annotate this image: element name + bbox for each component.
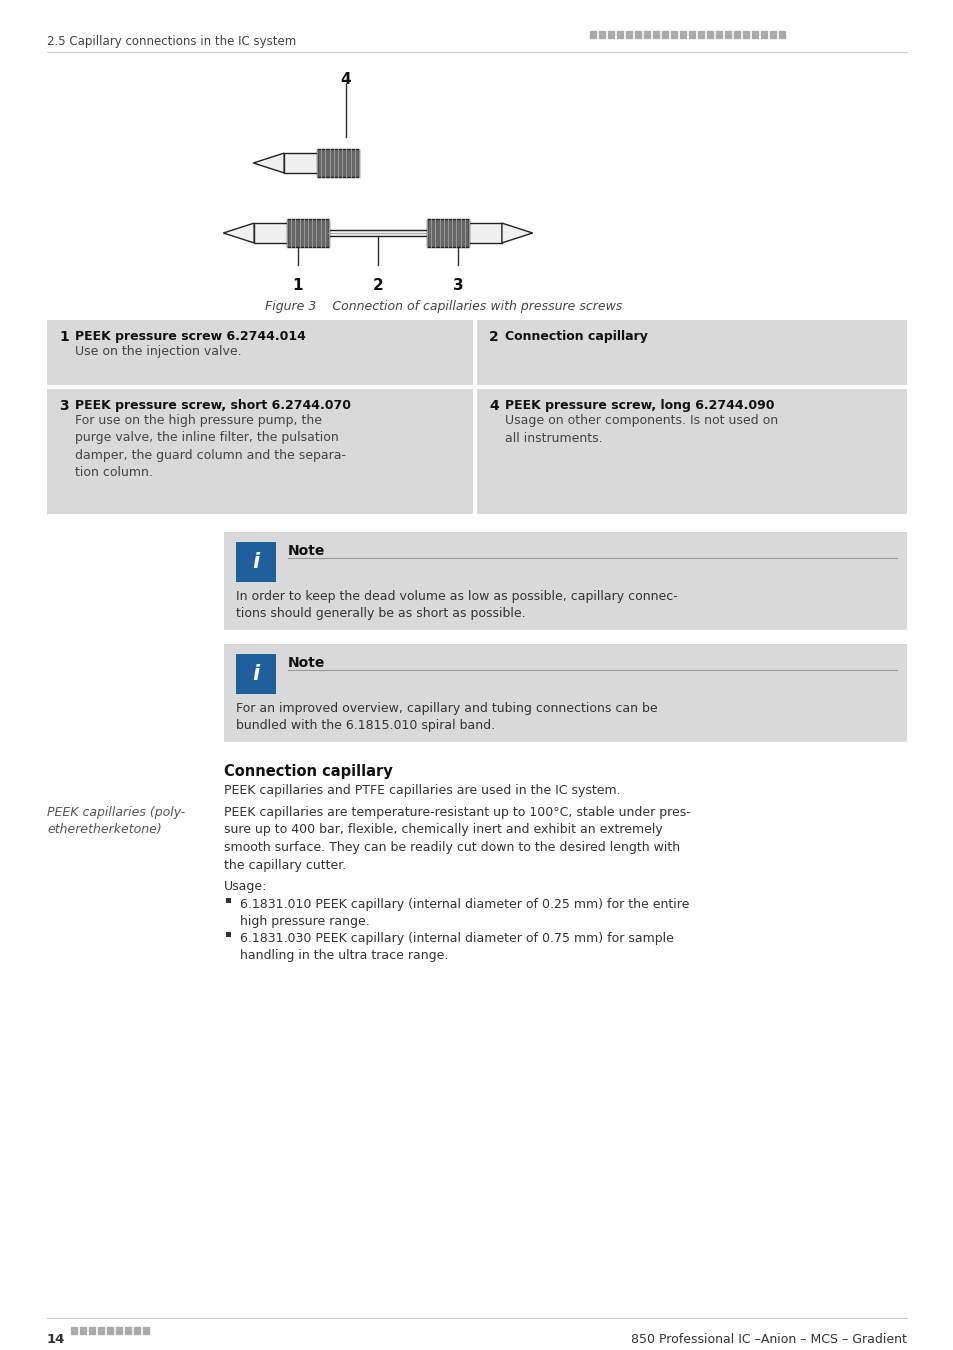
Bar [226, 898, 231, 903]
Text: 2.5 Capillary connections in the IC system: 2.5 Capillary connections in the IC syst… [47, 35, 296, 49]
Bar [779, 31, 784, 38]
Bar [253, 223, 287, 243]
Text: 14: 14 [47, 1332, 66, 1346]
Text: i: i [253, 664, 259, 684]
Text: 2: 2 [373, 278, 383, 293]
Text: i: i [253, 552, 259, 572]
Polygon shape [253, 153, 284, 173]
Bar [107, 1327, 112, 1334]
Bar [143, 1327, 149, 1334]
Bar [284, 153, 316, 173]
Text: 850 Professional IC –Anion – MCS – Gradient: 850 Professional IC –Anion – MCS – Gradi… [631, 1332, 906, 1346]
Text: 4: 4 [340, 72, 351, 86]
Text: Connection capillary: Connection capillary [504, 329, 647, 343]
Bar [760, 31, 766, 38]
Bar [688, 31, 695, 38]
Bar [598, 31, 604, 38]
Bar [226, 931, 231, 937]
Bar [98, 1327, 104, 1334]
Bar [589, 31, 596, 38]
Bar [316, 148, 358, 177]
Bar [116, 1327, 122, 1334]
Bar [617, 31, 622, 38]
Bar [625, 31, 631, 38]
Bar [661, 31, 667, 38]
Text: 3: 3 [59, 400, 69, 413]
Bar [80, 1327, 86, 1334]
Bar [327, 230, 429, 236]
Bar [224, 644, 906, 742]
Bar [133, 1327, 140, 1334]
Text: For an improved overview, capillary and tubing connections can be
bundled with t: For an improved overview, capillary and … [235, 702, 657, 733]
Bar [751, 31, 758, 38]
Text: Figure 3    Connection of capillaries with pressure screws: Figure 3 Connection of capillaries with … [265, 300, 621, 313]
Bar [476, 320, 906, 385]
Text: PEEK capillaries are temperature-resistant up to 100°C, stable under pres-
sure : PEEK capillaries are temperature-resista… [224, 806, 690, 872]
Text: 2: 2 [489, 329, 498, 344]
Bar [469, 223, 501, 243]
Bar [47, 320, 473, 385]
Bar [427, 219, 469, 247]
Bar [71, 1327, 77, 1334]
Text: 6.1831.010 PEEK capillary (internal diameter of 0.25 mm) for the entire
high pre: 6.1831.010 PEEK capillary (internal diam… [240, 898, 689, 929]
Text: 1: 1 [59, 329, 69, 344]
Bar [235, 541, 275, 582]
Bar [716, 31, 721, 38]
Bar [652, 31, 659, 38]
Text: Use on the injection valve.: Use on the injection valve. [75, 346, 241, 358]
Text: 4: 4 [489, 400, 498, 413]
Bar [769, 31, 775, 38]
Text: PEEK capillaries and PTFE capillaries are used in the IC system.: PEEK capillaries and PTFE capillaries ar… [224, 784, 620, 796]
Bar [706, 31, 712, 38]
Bar [698, 31, 703, 38]
Text: Usage:: Usage: [224, 880, 267, 892]
Text: 6.1831.030 PEEK capillary (internal diameter of 0.75 mm) for sample
handling in : 6.1831.030 PEEK capillary (internal diam… [240, 931, 673, 963]
Bar [724, 31, 730, 38]
Text: Note: Note [288, 544, 325, 558]
Text: Connection capillary: Connection capillary [224, 764, 393, 779]
Bar [679, 31, 685, 38]
Polygon shape [223, 223, 253, 243]
Text: PEEK pressure screw 6.2744.014: PEEK pressure screw 6.2744.014 [75, 329, 306, 343]
Bar [89, 1327, 95, 1334]
Text: 3: 3 [453, 278, 463, 293]
Bar [670, 31, 677, 38]
Text: PEEK pressure screw, short 6.2744.070: PEEK pressure screw, short 6.2744.070 [75, 400, 351, 412]
Bar [287, 219, 329, 247]
Bar [476, 389, 906, 514]
Text: Note: Note [288, 656, 325, 670]
Bar [607, 31, 614, 38]
Text: PEEK capillaries (poly-
etheretherketone): PEEK capillaries (poly- etheretherketone… [47, 806, 185, 836]
Bar [635, 31, 640, 38]
Text: 1: 1 [293, 278, 303, 293]
Text: In order to keep the dead volume as low as possible, capillary connec-
tions sho: In order to keep the dead volume as low … [235, 590, 677, 621]
Bar [235, 653, 275, 694]
Bar [125, 1327, 131, 1334]
Text: Usage on other components. Is not used on
all instruments.: Usage on other components. Is not used o… [504, 414, 778, 444]
Bar [742, 31, 748, 38]
Polygon shape [501, 223, 532, 243]
Text: For use on the high pressure pump, the
purge valve, the inline filter, the pulsa: For use on the high pressure pump, the p… [75, 414, 346, 479]
Bar [733, 31, 740, 38]
Bar [47, 389, 473, 514]
Bar [224, 532, 906, 630]
Text: PEEK pressure screw, long 6.2744.090: PEEK pressure screw, long 6.2744.090 [504, 400, 774, 412]
Bar [643, 31, 649, 38]
